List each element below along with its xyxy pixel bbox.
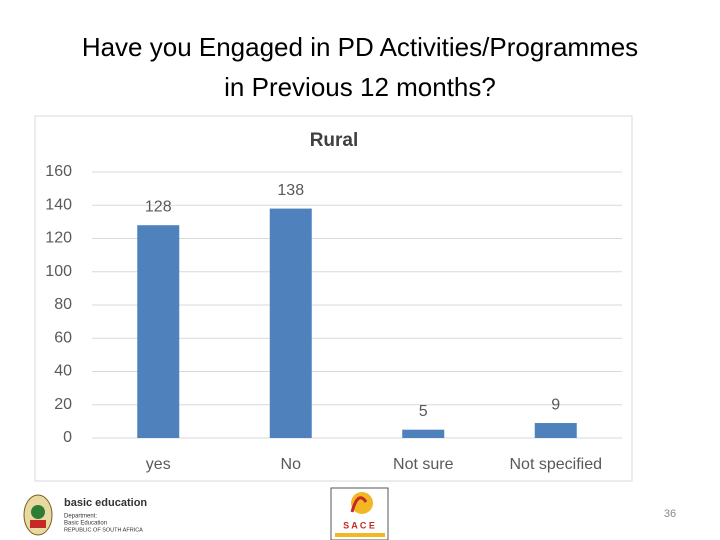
y-tick-label: 160 bbox=[45, 163, 72, 180]
bar bbox=[402, 429, 445, 438]
logo-text: Basic Education bbox=[64, 521, 107, 527]
y-tick-label: 120 bbox=[45, 230, 72, 247]
bar bbox=[269, 208, 312, 438]
data-label: 128 bbox=[145, 198, 172, 215]
logo-text: basic education bbox=[64, 497, 147, 509]
y-tick-label: 40 bbox=[54, 363, 72, 380]
logo-text: REPUBLIC OF SOUTH AFRICA bbox=[64, 527, 143, 533]
logo-text: S A C E bbox=[343, 520, 375, 530]
slide-title: in Previous 12 months? bbox=[224, 72, 496, 102]
y-tick-label: 0 bbox=[63, 429, 72, 446]
logo-text: Department: bbox=[64, 514, 97, 520]
x-tick-label: Not sure bbox=[393, 456, 454, 473]
y-tick-label: 100 bbox=[45, 263, 72, 280]
bar bbox=[137, 225, 180, 438]
slide-title: Have you Engaged in PD Activities/Progra… bbox=[82, 32, 638, 62]
y-tick-label: 140 bbox=[45, 196, 72, 213]
x-tick-label: Not specified bbox=[510, 456, 603, 473]
data-label: 138 bbox=[277, 182, 304, 199]
sace-logo: S A C E bbox=[330, 487, 389, 540]
bar bbox=[534, 423, 577, 438]
y-tick-label: 60 bbox=[54, 329, 72, 346]
y-tick-label: 20 bbox=[54, 396, 72, 413]
chart-frame bbox=[34, 115, 633, 482]
dbe-logo: basic education Department: Basic Educat… bbox=[23, 494, 147, 536]
data-label: 5 bbox=[419, 403, 428, 420]
chart-title: Rural bbox=[310, 130, 359, 151]
y-tick-label: 80 bbox=[54, 296, 72, 313]
data-label: 9 bbox=[551, 396, 560, 413]
x-tick-label: yes bbox=[146, 456, 171, 473]
x-tick-label: No bbox=[281, 456, 302, 473]
page-number: 36 bbox=[664, 508, 676, 520]
plot: 0 20 40 60 80 100 120 140 160 yes 128 No 138 Not sure… bbox=[45, 163, 622, 473]
